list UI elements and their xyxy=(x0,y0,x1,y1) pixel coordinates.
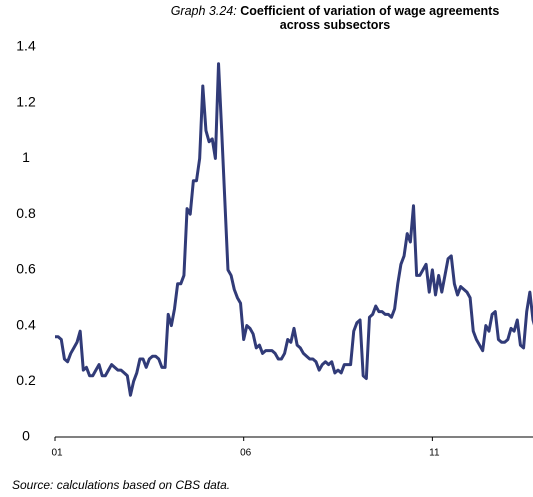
y-tick-label: 1 xyxy=(22,149,30,165)
y-tick-label: 0.4 xyxy=(16,316,36,332)
line-series xyxy=(55,62,533,397)
y-tick-label: 0.2 xyxy=(16,372,36,388)
source-note: Source: calculations based on CBS data. xyxy=(12,478,231,492)
y-tick-label: 0.6 xyxy=(16,261,36,277)
y-tick-label: 0 xyxy=(22,428,30,444)
x-tick-label: 01 xyxy=(51,448,63,459)
chart-title-block: Graph 3.24: Coefficient of variation of … xyxy=(170,4,500,32)
y-tick-label: 1.2 xyxy=(16,93,36,109)
x-tick-label: 06 xyxy=(240,448,252,459)
x-tick-label: 11 xyxy=(429,448,440,459)
title-prefix: Graph 3.24: xyxy=(170,4,237,18)
y-tick-label: 1.4 xyxy=(16,38,36,54)
y-tick-label: 0.8 xyxy=(16,205,36,221)
chart-title: Coefficient of variation of wage agreeme… xyxy=(240,4,500,32)
